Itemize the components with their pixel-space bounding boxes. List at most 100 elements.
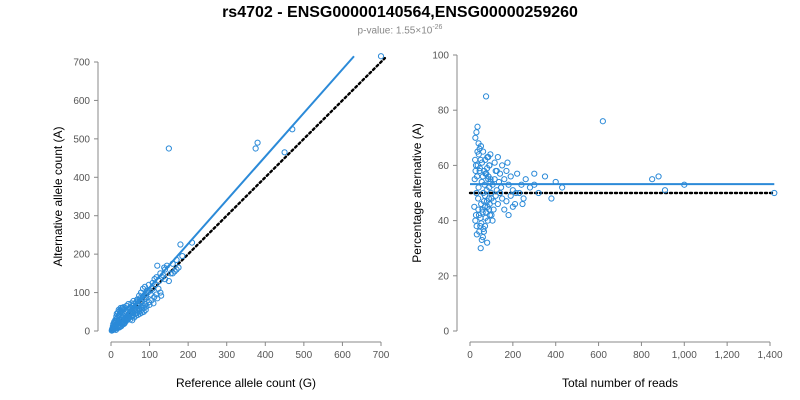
y-tick-label: 60 xyxy=(438,161,450,172)
data-point xyxy=(254,139,261,146)
data-point xyxy=(119,307,126,315)
data-point xyxy=(151,276,158,283)
data-point xyxy=(477,245,484,252)
data-point xyxy=(142,306,149,313)
data-point xyxy=(473,223,480,230)
data-point xyxy=(541,173,549,180)
data-point xyxy=(661,187,669,194)
data-point xyxy=(476,165,483,172)
data-point xyxy=(377,53,385,60)
data-point xyxy=(548,195,555,202)
data-point xyxy=(475,206,482,213)
data-point xyxy=(491,159,498,166)
x-tick-label: 100 xyxy=(141,350,158,361)
data-point xyxy=(476,228,483,235)
data-point xyxy=(483,198,491,205)
data-point xyxy=(494,154,501,161)
data-point xyxy=(503,198,510,205)
data-point xyxy=(475,184,482,191)
data-point xyxy=(484,154,491,161)
data-point xyxy=(472,156,479,163)
y-tick-label: 40 xyxy=(438,216,450,227)
y-tick-label: 400 xyxy=(73,173,90,184)
data-point xyxy=(491,176,498,183)
data-point xyxy=(150,300,157,307)
data-point xyxy=(109,323,117,330)
data-point xyxy=(514,170,521,177)
data-point xyxy=(173,256,180,264)
x-tick-label: 0 xyxy=(108,350,114,361)
data-point xyxy=(559,184,566,191)
data-point xyxy=(154,262,161,269)
data-point xyxy=(504,159,511,166)
p-value-exponent: -26 xyxy=(432,24,443,31)
x-tick-label: 300 xyxy=(218,350,235,361)
data-point xyxy=(171,268,178,275)
data-point xyxy=(771,189,778,197)
data-point xyxy=(161,264,168,271)
y-tick-label: 0 xyxy=(84,327,90,338)
data-point xyxy=(489,181,496,188)
data-point xyxy=(472,134,479,141)
data-point xyxy=(130,297,137,305)
data-point xyxy=(472,211,480,219)
data-point xyxy=(169,260,176,267)
data-point xyxy=(490,198,497,205)
data-point xyxy=(512,189,520,197)
data-point xyxy=(505,181,512,188)
data-point xyxy=(531,170,538,177)
x-tick-label: 600 xyxy=(590,350,607,361)
data-point xyxy=(496,189,504,197)
data-point xyxy=(158,292,165,299)
data-point xyxy=(501,206,508,213)
data-point xyxy=(479,209,486,216)
data-point xyxy=(116,311,123,318)
y-tick-label: 0 xyxy=(443,327,449,338)
data-point xyxy=(503,167,510,175)
data-point xyxy=(519,200,526,208)
y-tick-label: 100 xyxy=(432,51,449,62)
data-point xyxy=(487,176,494,183)
data-point xyxy=(516,189,523,197)
data-point xyxy=(136,292,143,299)
data-point xyxy=(473,189,480,197)
data-point xyxy=(119,306,127,313)
data-point xyxy=(535,189,542,197)
data-point xyxy=(482,93,490,100)
x-tick-label: 200 xyxy=(180,350,197,361)
x-tick-label: 400 xyxy=(257,350,274,361)
data-point xyxy=(479,148,487,155)
data-point xyxy=(123,302,130,310)
y-tick-label: 300 xyxy=(73,211,90,222)
data-point xyxy=(507,173,514,180)
y-tick-label: 100 xyxy=(73,288,90,299)
data-point xyxy=(495,178,503,186)
data-point xyxy=(681,181,688,188)
data-point xyxy=(486,211,494,219)
data-point xyxy=(478,220,485,227)
data-point xyxy=(177,241,184,248)
data-point xyxy=(486,162,493,169)
reference-line xyxy=(109,56,387,333)
y-tick-label: 80 xyxy=(438,106,450,117)
panel-2: 0 200 400 600 800 1,000 1,200 1,400 0 20 40 60 80 100… xyxy=(410,51,783,391)
data-point xyxy=(505,211,512,219)
x-tick-label: 1,400 xyxy=(757,350,782,361)
p-value-text: p-value: 1.55×10 xyxy=(357,25,433,37)
data-point xyxy=(252,145,259,152)
data-point xyxy=(484,239,491,246)
data-point xyxy=(153,274,160,281)
data-point xyxy=(497,184,505,191)
data-point xyxy=(173,266,180,273)
x-tick-label: 1,200 xyxy=(715,350,740,361)
x-tick-label: 800 xyxy=(633,350,650,361)
data-point xyxy=(475,195,482,202)
data-point xyxy=(480,225,487,232)
data-point xyxy=(531,181,538,188)
data-point xyxy=(281,149,288,156)
y-tick-label: 600 xyxy=(73,96,90,107)
data-point xyxy=(481,203,488,210)
data-point xyxy=(471,203,478,210)
data-point xyxy=(473,173,481,180)
